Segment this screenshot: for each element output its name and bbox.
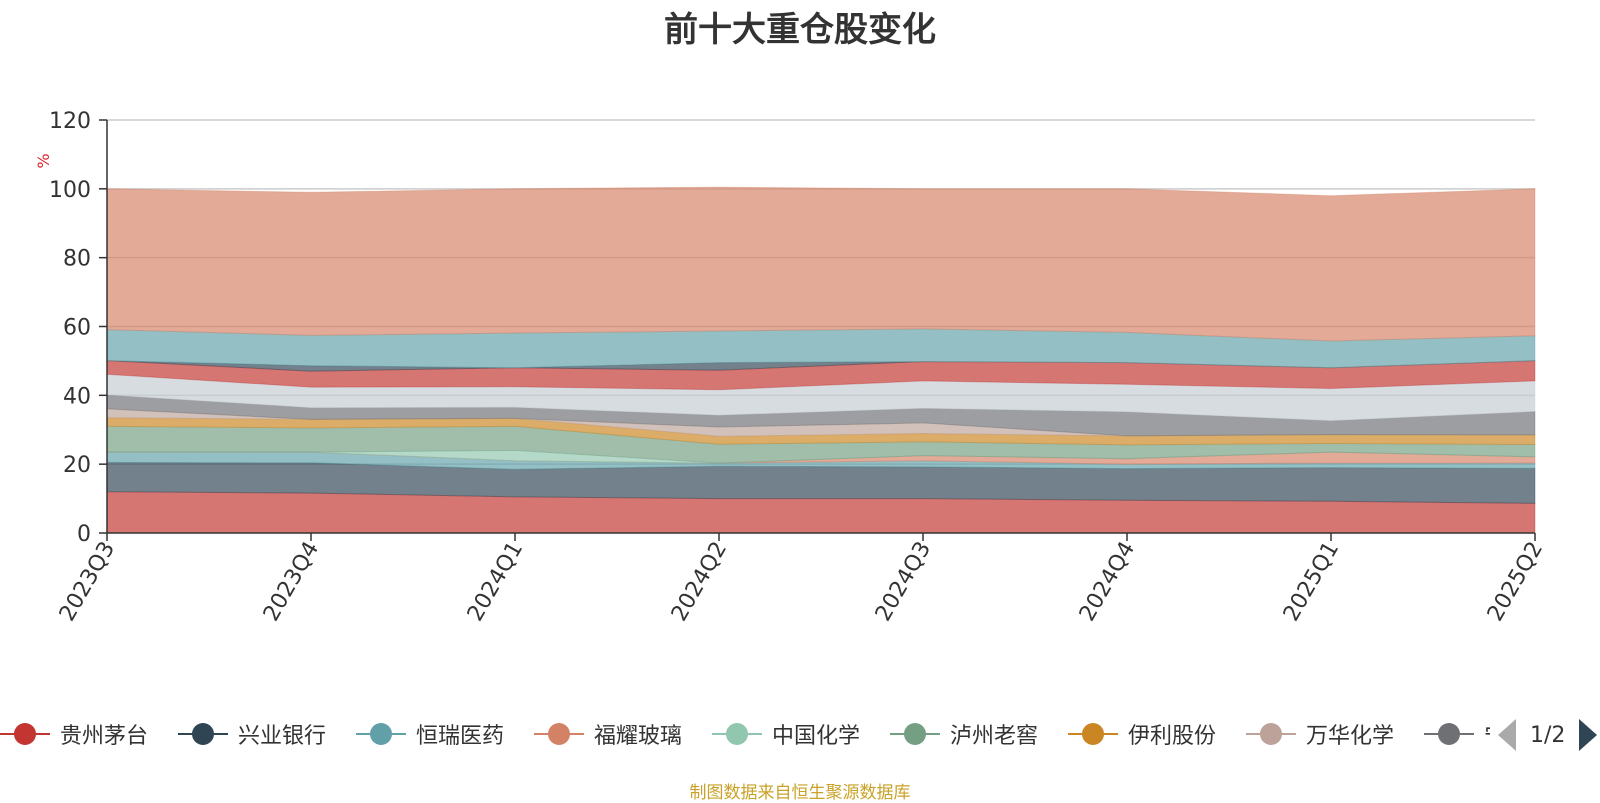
x-tick-label: 2025Q2: [1483, 538, 1548, 626]
legend-item[interactable]: 中国化学: [712, 714, 860, 754]
legend: 贵州茅台 兴业银行 恒瑞医药 福耀玻璃 中国化学 泸州老窖 伊利股份 万华化学 宁德时代: [0, 714, 1490, 754]
legend-marker-icon: [0, 719, 50, 749]
x-tick-label: 2024Q3: [871, 538, 936, 626]
area-layer: [106, 186, 1536, 534]
source-note: 制图数据来自恒生聚源数据库: [689, 783, 911, 803]
y-tick-label: 0: [77, 522, 91, 547]
legend-label: 贵州茅台: [60, 724, 149, 749]
legend-marker-icon: [178, 719, 228, 749]
area-series-13: [106, 186, 1536, 342]
x-tick-label: 2023Q3: [55, 538, 120, 626]
legend-item[interactable]: 伊利股份: [1068, 714, 1216, 754]
legend-item[interactable]: 万华化学: [1246, 714, 1394, 754]
chart-plot: 0 20 40 60 80 100 120% 2023Q3 2023Q4 2024Q1 2024Q2…: [34, 109, 1548, 626]
legend-marker-icon: [1424, 719, 1474, 749]
y-tick-label: 120: [49, 109, 91, 134]
legend-pager: 1/2: [1498, 717, 1598, 753]
y-tick-label: 60: [63, 316, 91, 341]
legend-next-page-button[interactable]: [1579, 719, 1598, 751]
y-tick-label: 80: [63, 247, 91, 272]
legend-label: 中国化学: [772, 724, 861, 749]
area-series-6: [106, 417, 1536, 446]
legend-marker-icon: [356, 719, 406, 749]
x-tick-label: 2024Q4: [1075, 538, 1140, 626]
y-axis-label: %: [34, 153, 53, 168]
legend-item[interactable]: 泸州老窖: [890, 714, 1038, 754]
legend-label: 万华化学: [1306, 724, 1395, 749]
legend-label: 恒瑞医药: [416, 724, 505, 749]
legend-item[interactable]: 福耀玻璃: [534, 714, 682, 754]
legend-marker-icon: [1068, 719, 1118, 749]
legend-prev-page-button[interactable]: [1498, 719, 1516, 751]
x-tick-label: 2024Q2: [667, 538, 732, 626]
legend-item[interactable]: 兴业银行: [178, 714, 326, 754]
legend-page-indicator: 1/2: [1530, 722, 1566, 748]
y-tick-label: 40: [63, 384, 91, 409]
legend-label: 宁德时代: [1484, 718, 1490, 750]
x-tick-label: 2024Q1: [463, 538, 528, 626]
legend-label: 兴业银行: [238, 724, 327, 749]
legend-item[interactable]: 宁德时代: [1424, 714, 1490, 754]
chart-title: 前十大重仓股变化: [664, 10, 936, 50]
legend-label: 福耀玻璃: [594, 724, 683, 749]
y-tick-label: 100: [49, 178, 91, 203]
legend-marker-icon: [712, 719, 762, 749]
legend-marker-icon: [534, 719, 584, 749]
legend-item[interactable]: 恒瑞医药: [356, 714, 504, 754]
x-tick-label: 2023Q4: [259, 538, 324, 626]
legend-marker-icon: [890, 719, 940, 749]
x-tick-label: 2025Q1: [1279, 538, 1344, 626]
legend-item[interactable]: 贵州茅台: [0, 714, 148, 754]
legend-label: 泸州老窖: [950, 724, 1039, 749]
y-tick-label: 20: [63, 453, 91, 478]
legend-label: 伊利股份: [1128, 724, 1217, 749]
legend-marker-icon: [1246, 719, 1296, 749]
